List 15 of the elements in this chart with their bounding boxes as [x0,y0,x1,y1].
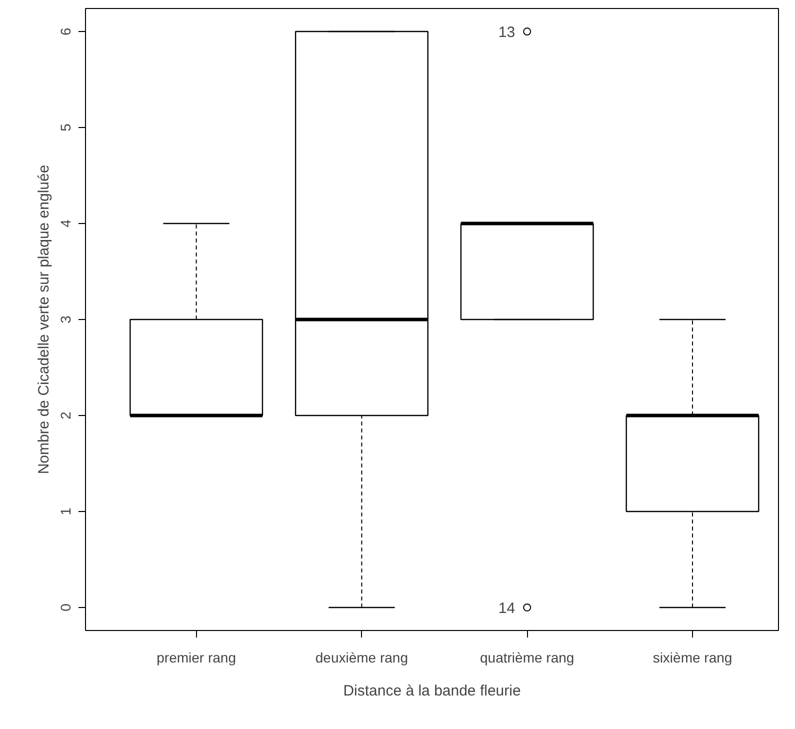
y-tick-label: 4 [58,219,74,228]
x-tick-label: premier rang [156,650,236,666]
annotation: 13 [498,24,516,42]
y-tick-label: 1 [58,507,74,516]
x-tick-label: sixième rang [652,650,732,666]
y-tick-label: 2 [58,411,74,420]
y-tick-label: 0 [58,603,74,612]
x-tick-label: deuxième rang [315,650,408,666]
x-tick-label: quatrième rang [480,650,574,666]
y-tick-label: 6 [58,27,74,36]
y-axis-title: Nombre de Cicadelle verte sur plaque engluée [36,164,52,474]
x-axis-title: Distance à la bande fleurie [343,682,521,700]
y-tick-label: 5 [58,123,74,132]
annotation: 14 [498,600,516,617]
y-tick-label: 3 [58,315,74,324]
